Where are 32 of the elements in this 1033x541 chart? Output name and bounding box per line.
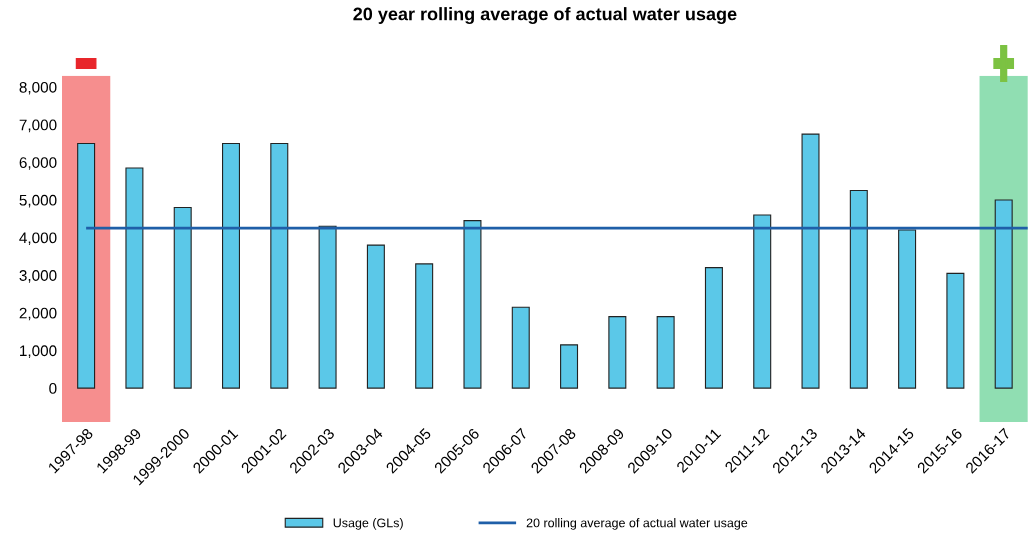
y-tick-label: 8,000 — [19, 81, 57, 95]
bar — [946, 272, 965, 389]
bar — [656, 316, 675, 389]
bar — [898, 229, 917, 389]
bar — [753, 214, 772, 389]
chart-title: 20 year rolling average of actual water usage — [353, 7, 737, 25]
y-tick-label: 3,000 — [19, 270, 57, 283]
bar — [125, 167, 144, 389]
legend-label: Usage (GLs) — [333, 518, 403, 530]
bar — [801, 133, 820, 389]
y-tick-label: 4,000 — [19, 232, 57, 246]
bar — [511, 306, 530, 389]
bar — [994, 199, 1013, 389]
bar — [318, 225, 337, 389]
legend-label: 20 rolling average of actual water usage — [526, 518, 748, 530]
bar — [77, 142, 96, 389]
bar — [704, 267, 723, 389]
bar — [270, 142, 289, 389]
bar — [221, 142, 241, 389]
y-tick-label: 5,000 — [19, 194, 57, 208]
bar — [463, 220, 482, 389]
bar — [173, 206, 192, 389]
bar — [366, 244, 385, 389]
y-tick-label: 6,000 — [19, 157, 57, 170]
bar — [849, 189, 868, 389]
bar — [608, 316, 627, 389]
y-tick-label: 0 — [49, 382, 57, 394]
y-tick-label: 7,000 — [19, 119, 57, 133]
y-tick-label: 1,000 — [20, 345, 57, 358]
y-tick-label: 2,000 — [19, 307, 57, 321]
bar — [560, 344, 579, 389]
bar — [415, 263, 434, 389]
